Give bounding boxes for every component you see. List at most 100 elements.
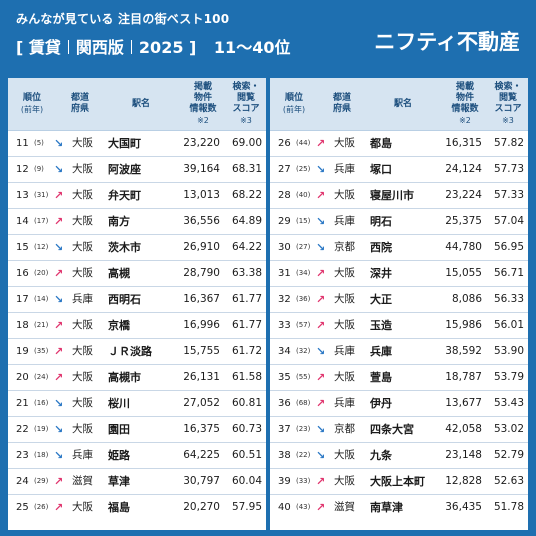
previous-rank-cell: (35) — [34, 347, 49, 355]
station-name-cell: 明石 — [370, 215, 392, 228]
table-row: 29 (15) ↘ 兵庫 明石 25,375 57.04 — [270, 209, 528, 235]
listings-count-cell: 38,592 — [445, 345, 482, 357]
listings-count-cell: 13,013 — [183, 189, 220, 201]
prefecture-cell: 大阪 — [72, 397, 93, 409]
listings-count-cell: 12,828 — [445, 475, 482, 487]
score-cell: 64.89 — [231, 215, 262, 227]
previous-rank-cell: (34) — [296, 269, 311, 277]
column-header-station: 駅名 — [393, 98, 412, 109]
table-row: 25 (26) ↗ 大阪 福島 20,270 57.95 — [8, 495, 266, 520]
prefecture-cell: 大阪 — [334, 449, 355, 461]
table-row: 33 (57) ↗ 大阪 玉造 15,986 56.01 — [270, 313, 528, 339]
listings-count-cell: 16,315 — [445, 137, 482, 149]
rank-cell: 22 — [16, 424, 29, 435]
station-name-cell: 九条 — [370, 449, 392, 462]
rank-cell: 24 — [16, 476, 29, 487]
listings-count-cell: 26,910 — [183, 241, 220, 253]
score-cell: 61.72 — [231, 345, 262, 357]
previous-rank-cell: (33) — [296, 477, 311, 485]
listings-count-cell: 30,797 — [183, 475, 220, 487]
prefecture-cell: 大阪 — [72, 215, 93, 227]
rank-cell: 40 — [278, 502, 291, 513]
rank-cell: 14 — [16, 216, 29, 227]
listings-count-cell: 23,224 — [445, 189, 482, 201]
trend-up-arrow-icon: ↗ — [316, 267, 326, 280]
title-separator — [67, 40, 69, 54]
listings-count-cell: 23,148 — [445, 449, 482, 461]
title-category: 賃貸 — [28, 38, 61, 57]
listings-count-cell: 26,131 — [183, 371, 220, 383]
previous-rank-cell: (22) — [296, 451, 311, 459]
previous-rank-cell: (32) — [296, 347, 311, 355]
station-name-cell: 伊丹 — [370, 397, 392, 410]
table-row: 11 (5) ↘ 大阪 大国町 23,220 69.00 — [8, 131, 266, 157]
previous-rank-cell: (29) — [34, 477, 49, 485]
prefecture-cell: 京都 — [334, 423, 355, 435]
trend-down-arrow-icon: ↘ — [316, 163, 326, 176]
rank-cell: 34 — [278, 346, 291, 357]
trend-down-arrow-icon: ↘ — [54, 137, 64, 150]
prefecture-cell: 兵庫 — [334, 163, 355, 175]
trend-down-arrow-icon: ↘ — [54, 449, 64, 462]
table-row: 13 (31) ↗ 大阪 弁天町 13,013 68.22 — [8, 183, 266, 209]
previous-rank-cell: (12) — [34, 243, 49, 251]
score-cell: 57.73 — [493, 163, 524, 175]
score-cell: 56.33 — [493, 293, 524, 305]
trend-up-arrow-icon: ↗ — [54, 267, 64, 280]
ranking-table-right: 順位 (前年) 都道 府県 駅名 掲載 物件 情報数 ※2 検索・ 閲覧 スコア ※3 26 (4… — [270, 78, 528, 530]
score-cell: 56.01 — [493, 319, 524, 331]
previous-rank-cell: (26) — [34, 503, 49, 511]
trend-down-arrow-icon: ↘ — [316, 449, 326, 462]
station-name-cell: 玉造 — [370, 319, 392, 332]
table-row: 34 (32) ↘ 兵庫 兵庫 38,592 53.90 — [270, 339, 528, 365]
listings-count-cell: 16,375 — [183, 423, 220, 435]
score-cell: 57.33 — [493, 189, 524, 201]
station-name-cell: 兵庫 — [370, 345, 392, 358]
prefecture-cell: 大阪 — [334, 319, 355, 331]
listings-count-cell: 64,225 — [183, 449, 220, 461]
trend-up-arrow-icon: ↗ — [316, 137, 326, 150]
previous-rank-cell: (21) — [34, 321, 49, 329]
station-name-cell: 弁天町 — [108, 189, 141, 202]
rank-cell: 12 — [16, 164, 29, 175]
rank-cell: 32 — [278, 294, 291, 305]
table-row: 12 (9) ↘ 大阪 阿波座 39,164 68.31 — [8, 157, 266, 183]
table-row: 21 (16) ↘ 大阪 桜川 27,052 60.81 — [8, 391, 266, 417]
column-header-score: 検索・ 閲覧 スコア ※3 — [494, 81, 522, 125]
station-name-cell: 草津 — [108, 475, 130, 488]
station-name-cell: 姫路 — [108, 449, 130, 462]
table-row: 38 (22) ↘ 大阪 九条 23,148 52.79 — [270, 443, 528, 469]
trend-down-arrow-icon: ↘ — [316, 241, 326, 254]
table-row: 19 (35) ↗ 大阪 ＪＲ淡路 15,755 61.72 — [8, 339, 266, 365]
table-row: 30 (27) ↘ 京都 西院 44,780 56.95 — [270, 235, 528, 261]
trend-up-arrow-icon: ↗ — [54, 501, 64, 514]
station-name-cell: 南方 — [108, 215, 130, 228]
previous-rank-cell: (17) — [34, 217, 49, 225]
listings-count-cell: 42,058 — [445, 423, 482, 435]
table-row: 26 (44) ↗ 大阪 都島 16,315 57.82 — [270, 131, 528, 157]
previous-rank-cell: (9) — [34, 165, 44, 173]
title-region: 関西版 — [75, 38, 124, 57]
brand-logo: ニフティ不動産 — [374, 30, 520, 54]
trend-up-arrow-icon: ↗ — [54, 371, 64, 384]
score-cell: 51.78 — [493, 501, 524, 513]
column-header-prefecture: 都道 府県 — [332, 93, 351, 114]
trend-up-arrow-icon: ↗ — [316, 293, 326, 306]
trend-down-arrow-icon: ↘ — [54, 397, 64, 410]
station-name-cell: 桜川 — [108, 397, 130, 410]
column-header-score: 検索・ 閲覧 スコア ※3 — [232, 81, 260, 125]
station-name-cell: 南草津 — [370, 501, 403, 514]
station-name-cell: 高槻 — [108, 267, 130, 280]
station-name-cell: 西院 — [370, 241, 392, 254]
rank-cell: 15 — [16, 242, 29, 253]
table-row: 22 (19) ↘ 大阪 園田 16,375 60.73 — [8, 417, 266, 443]
table-body-left: 11 (5) ↘ 大阪 大国町 23,220 69.00 12 (9) ↘ 大阪 阿波座 39,164 6… — [8, 131, 266, 520]
trend-up-arrow-icon: ↗ — [316, 397, 326, 410]
trend-up-arrow-icon: ↗ — [316, 319, 326, 332]
rank-cell: 38 — [278, 450, 291, 461]
listings-count-cell: 23,220 — [183, 137, 220, 149]
score-cell: 61.77 — [231, 319, 262, 331]
score-cell: 61.58 — [231, 371, 262, 383]
station-name-cell: 西明石 — [108, 293, 141, 306]
rank-cell: 21 — [16, 398, 29, 409]
